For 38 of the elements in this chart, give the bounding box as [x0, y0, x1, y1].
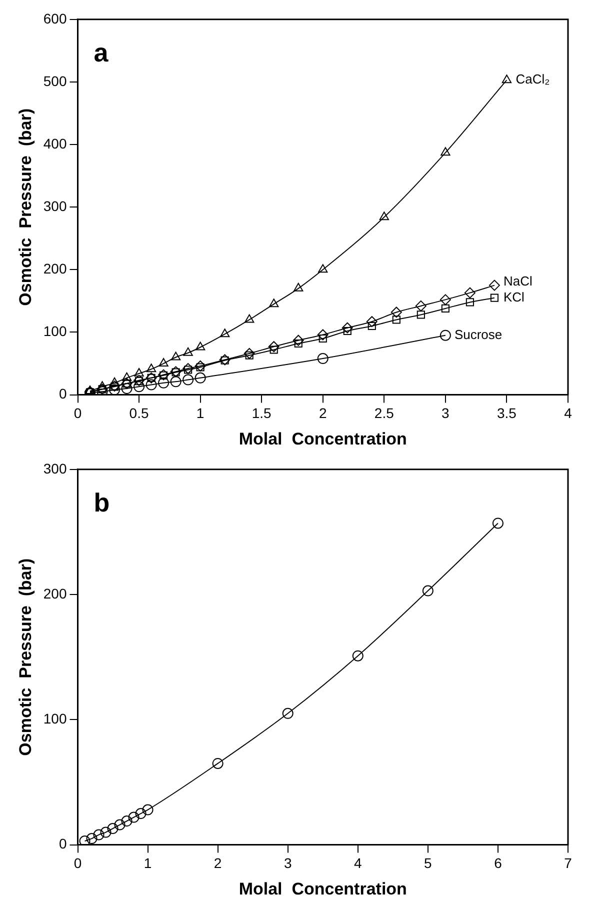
- x-tick-label: 1: [144, 855, 152, 872]
- x-tick-label: 4: [564, 405, 572, 422]
- annotation: b: [94, 488, 110, 518]
- x-tick-label: 1: [196, 405, 204, 422]
- x-tick-label: 7: [564, 855, 572, 872]
- series-label: NaCl: [503, 273, 532, 288]
- x-axis-title: Molal Concentration: [238, 879, 407, 898]
- x-tick-label: 3: [442, 405, 450, 422]
- series-label: Sucrose: [454, 326, 502, 342]
- y-tick-label: 100: [43, 323, 67, 340]
- annotation: a: [94, 38, 109, 68]
- x-tick-label: 2: [318, 405, 327, 422]
- y-tick-label: 200: [43, 260, 67, 277]
- y-tick-label: 0: [58, 836, 67, 852]
- y-tick-label: 600: [43, 10, 67, 26]
- x-tick-label: 6: [494, 855, 502, 872]
- x-tick-label: 0: [74, 405, 82, 422]
- x-tick-label: 2: [214, 855, 222, 872]
- x-axis-title: Molal Concentration: [238, 429, 407, 448]
- y-tick-label: 100: [43, 710, 67, 727]
- x-tick-label: 4: [354, 855, 362, 872]
- y-tick-label: 300: [43, 198, 67, 214]
- y-tick-label: 400: [43, 135, 67, 152]
- y-axis-title: Osmotic Pressure (bar): [16, 108, 35, 306]
- x-tick-label: 1.5: [252, 405, 272, 422]
- x-tick-label: 3: [284, 855, 292, 872]
- y-axis-title: Osmotic Pressure (bar): [16, 558, 35, 756]
- x-tick-label: 0.5: [129, 405, 149, 422]
- y-tick-label: 200: [43, 585, 67, 602]
- x-tick-label: 5: [424, 855, 432, 872]
- y-tick-label: 300: [43, 460, 67, 476]
- y-tick-label: 0: [58, 386, 67, 402]
- series-label: KCl: [503, 289, 525, 304]
- x-tick-label: 0: [74, 855, 82, 872]
- series-label: CaCl₂: [516, 72, 550, 87]
- x-tick-label: 3.5: [496, 405, 517, 422]
- x-tick-label: 2.5: [374, 405, 394, 422]
- y-tick-label: 500: [43, 72, 67, 89]
